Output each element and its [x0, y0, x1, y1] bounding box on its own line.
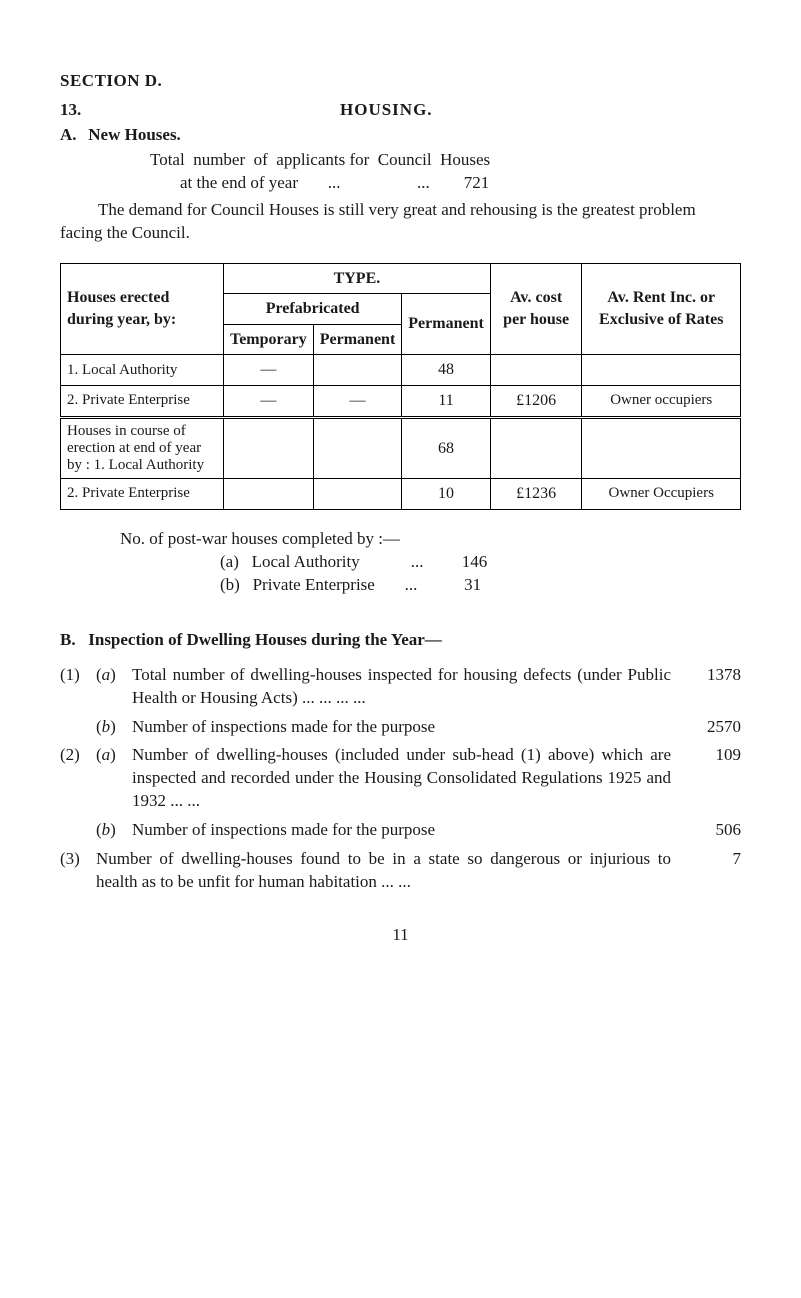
postwar-text: Private Enterprise: [253, 575, 375, 594]
th-temporary: Temporary: [224, 324, 314, 355]
postwar-value: 31: [464, 575, 481, 594]
cell-cost: [490, 355, 582, 386]
cell-temp: —: [224, 355, 314, 386]
insp-text: Number of dwelling-houses (included unde…: [132, 744, 681, 813]
cell-perm: 10: [402, 479, 491, 510]
insp-value: 7: [681, 848, 741, 871]
subsection-a-label: A.: [60, 124, 84, 147]
housing-title: HOUSING.: [340, 99, 433, 122]
cell-perm-sub: [313, 355, 402, 386]
item-13-line: 13. HOUSING.: [60, 99, 741, 122]
subsection-a-line: A. New Houses.: [60, 124, 741, 147]
th-av-cost: Av. cost per house: [490, 263, 582, 355]
insp-letter: (a): [96, 664, 132, 687]
cell-cost: [490, 417, 582, 479]
insp-num: (3): [60, 848, 96, 871]
postwar-value: 146: [462, 552, 488, 571]
postwar-item-a: (a) Local Authority ... 146: [220, 551, 741, 574]
cell-temp: [224, 479, 314, 510]
cell-label: 1. Local Authority: [61, 355, 224, 386]
insp-text: Number of dwelling-houses found to be in…: [96, 848, 681, 894]
subsection-b-line: B. Inspection of Dwelling Houses during …: [60, 629, 741, 652]
th-type: TYPE.: [224, 263, 491, 294]
insp-text: Number of inspections made for the purpo…: [132, 716, 681, 739]
insp-text: Total number of dwelling-houses inspecte…: [132, 664, 681, 710]
cell-label: Houses in course of erection at end of y…: [61, 417, 224, 479]
cell-rent: [582, 355, 741, 386]
page-number: 11: [60, 924, 741, 947]
table-row: Houses in course of erection at end of y…: [61, 417, 741, 479]
table-row: 1. Local Authority — 48: [61, 355, 741, 386]
insp-letter: (a): [96, 744, 132, 767]
postwar-dots: ...: [405, 575, 418, 594]
table-row: 2. Private Enterprise 10 £1236 Owner Occ…: [61, 479, 741, 510]
cell-label: 2. Private Enterprise: [61, 385, 224, 417]
insp-num: (1): [60, 664, 96, 687]
inspection-row: (b) Number of inspections made for the p…: [60, 716, 741, 739]
insp-letter: (b): [96, 716, 132, 739]
cell-perm: 11: [402, 385, 491, 417]
applicants-block: Total number of applicants for Council H…: [150, 149, 741, 195]
postwar-block: No. of post-war houses completed by :— (…: [120, 528, 741, 597]
th-houses-erected: Houses erected during year, by:: [61, 263, 224, 355]
cell-perm-sub: —: [313, 385, 402, 417]
table-row: 2. Private Enterprise — — 11 £1206 Owner…: [61, 385, 741, 417]
inspection-row: (1) (a) Total number of dwelling-houses …: [60, 664, 741, 710]
cell-perm: 48: [402, 355, 491, 386]
postwar-letter: (b): [220, 575, 240, 594]
inspection-row: (2) (a) Number of dwelling-houses (inclu…: [60, 744, 741, 813]
subsection-b-label: B.: [60, 629, 84, 652]
postwar-text: Local Authority: [252, 552, 360, 571]
th-permanent: Permanent: [402, 294, 491, 355]
inspection-row: (3) Number of dwelling-houses found to b…: [60, 848, 741, 894]
insp-num: (2): [60, 744, 96, 767]
postwar-list: (a) Local Authority ... 146 (b) Private …: [220, 551, 741, 597]
postwar-dots: ...: [411, 552, 424, 571]
cell-rent: Owner Occupiers: [582, 479, 741, 510]
applicants-line-2: at the end of year ... ... 721: [180, 172, 741, 195]
housing-table: Houses erected during year, by: TYPE. Av…: [60, 263, 741, 510]
cell-rent: [582, 417, 741, 479]
subsection-a-text: New Houses.: [88, 125, 181, 144]
cell-cost: £1236: [490, 479, 582, 510]
insp-value: 2570: [681, 716, 741, 739]
cell-temp: [224, 417, 314, 479]
cell-perm-sub: [313, 417, 402, 479]
insp-value: 506: [681, 819, 741, 842]
th-prefab: Prefabricated: [224, 294, 402, 325]
cell-cost: £1206: [490, 385, 582, 417]
th-av-rent: Av. Rent Inc. or Exclusive of Rates: [582, 263, 741, 355]
inspection-list: (1) (a) Total number of dwelling-houses …: [60, 664, 741, 894]
section-d-header: SECTION D.: [60, 70, 741, 93]
inspection-row: (b) Number of inspections made for the p…: [60, 819, 741, 842]
demand-paragraph: The demand for Council Houses is still v…: [60, 199, 741, 245]
insp-value: 1378: [681, 664, 741, 687]
postwar-intro: No. of post-war houses completed by :—: [120, 528, 741, 551]
insp-value: 109: [681, 744, 741, 767]
postwar-letter: (a): [220, 552, 239, 571]
th-permanent-sub: Permanent: [313, 324, 402, 355]
item-13-number: 13.: [60, 99, 340, 122]
insp-text: Number of inspections made for the purpo…: [132, 819, 681, 842]
cell-label: 2. Private Enterprise: [61, 479, 224, 510]
cell-perm: 68: [402, 417, 491, 479]
subsection-b-text: Inspection of Dwelling Houses during the…: [88, 630, 442, 649]
insp-letter: (b): [96, 819, 132, 842]
postwar-item-b: (b) Private Enterprise ... 31: [220, 574, 741, 597]
applicants-line-1: Total number of applicants for Council H…: [150, 149, 741, 172]
cell-perm-sub: [313, 479, 402, 510]
cell-temp: —: [224, 385, 314, 417]
cell-rent: Owner occupiers: [582, 385, 741, 417]
